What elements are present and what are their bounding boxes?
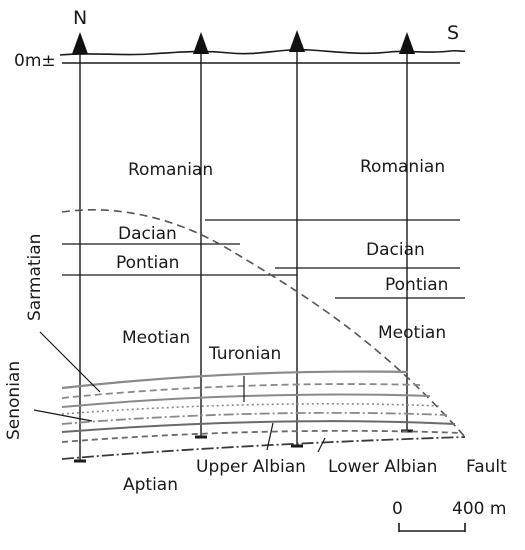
- dacian-left-label: Dacian: [118, 224, 177, 244]
- sarmatian-label: Sarmatian: [25, 234, 45, 321]
- strata-line-senonian-base: [61, 393, 431, 408]
- leader-upper-albian: [266, 422, 274, 451]
- south-label: S: [447, 22, 459, 44]
- romanian-left-label: Romanian: [128, 160, 213, 180]
- north-label: N: [73, 7, 87, 29]
- senonian-label: Senonian: [4, 361, 24, 440]
- aptian-label: Aptian: [123, 475, 178, 495]
- turonian-label: Turonian: [208, 344, 281, 364]
- unconformity-dashed-curve: [61, 209, 466, 438]
- pontian-left-label: Pontian: [116, 253, 179, 273]
- romanian-right-label: Romanian: [360, 157, 445, 177]
- leader-lower-albian: [317, 437, 326, 453]
- meotian-left-label: Meotian: [122, 328, 190, 348]
- dacian-right-label: Dacian: [366, 240, 425, 260]
- leader-sarmatian: [39, 331, 101, 393]
- leader-senonian: [33, 409, 93, 422]
- strata-line-albian-base: [61, 436, 466, 460]
- lower-albian-label: Lower Albian: [328, 457, 437, 477]
- scale-start-label: 0: [392, 499, 403, 519]
- strata-line-dashed-2: [61, 429, 463, 443]
- well-2-marker: [193, 32, 209, 54]
- scale-end-label: 400 m: [452, 499, 506, 519]
- well-4-marker: [399, 32, 415, 54]
- datum-label: 0m±: [14, 51, 56, 71]
- strata-line-sarmatian-base: [61, 370, 409, 390]
- strata-line-turonian-base: [61, 420, 456, 433]
- strata-line-dotted: [61, 403, 441, 415]
- pontian-right-label: Pontian: [385, 275, 448, 295]
- well-3-marker: [289, 30, 305, 52]
- strata-line-dashdot-1: [61, 411, 448, 425]
- meotian-right-label: Meotian: [378, 323, 446, 343]
- well-1-marker: [72, 32, 88, 54]
- fault-label: Fault: [466, 457, 507, 477]
- upper-albian-label: Upper Albian: [196, 457, 306, 477]
